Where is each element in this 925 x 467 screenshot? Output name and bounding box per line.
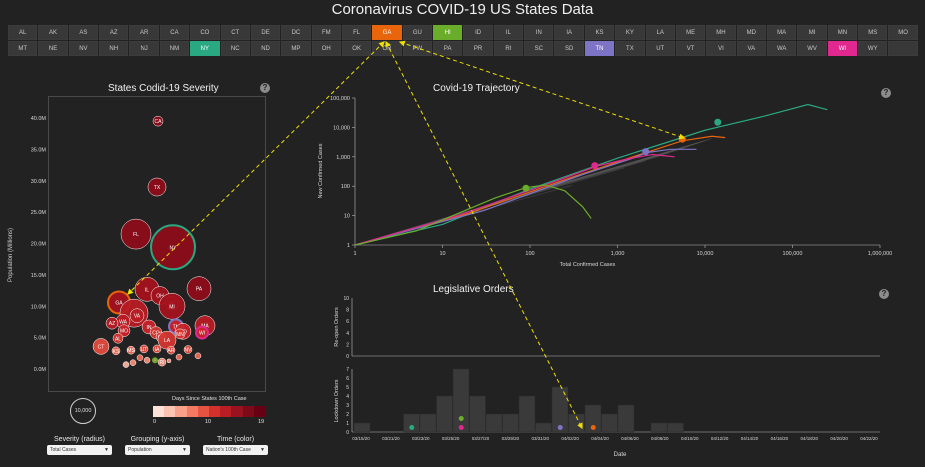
lockdown-bar [668, 423, 684, 432]
lockdown-bar [420, 414, 436, 432]
lockdown-bar [470, 396, 486, 432]
reopen-y-tick: 8 [346, 308, 349, 314]
reopen-y-tick: 0 [346, 354, 349, 360]
legislative-x-tick: 04/22/20 [860, 436, 878, 441]
lockdown-bar [569, 414, 585, 432]
legislative-x-tick: 03/31/20 [532, 436, 550, 441]
reopen-ylabel: Re-open Orders [334, 307, 340, 347]
lockdown-y-tick: 4 [346, 394, 349, 400]
legislative-x-tick: 04/18/20 [800, 436, 818, 441]
legislative-x-tick: 03/29/20 [502, 436, 520, 441]
lockdown-bar [503, 414, 519, 432]
legislative-x-tick: 03/23/20 [412, 436, 430, 441]
legislative-x-tick: 03/15/20 [352, 436, 370, 441]
legislative-xlabel: Date [614, 452, 627, 458]
reopen-y-tick: 2 [346, 342, 349, 348]
lockdown-y-tick: 0 [346, 430, 349, 436]
legislative-x-tick: 03/25/20 [442, 436, 460, 441]
lockdown-bar [437, 396, 453, 432]
lockdown-bar [602, 414, 618, 432]
lockdown-bar [453, 369, 469, 432]
lockdown-bar [651, 423, 667, 432]
legislative-x-tick: 04/02/20 [561, 436, 579, 441]
legislative-x-tick: 04/12/20 [711, 436, 729, 441]
legislative-x-tick: 04/04/20 [591, 436, 609, 441]
reopen-y-tick: 10 [343, 296, 349, 302]
lockdown-bar [486, 414, 502, 432]
legislative-x-tick: 04/16/20 [771, 436, 789, 441]
reopen-y-tick: 6 [346, 319, 349, 325]
lockdown-y-tick: 2 [346, 412, 349, 418]
lockdown-y-tick: 7 [346, 367, 349, 373]
legislative-x-tick: 04/06/20 [621, 436, 639, 441]
legislative-marker [409, 425, 414, 430]
legislative-x-tick: 04/08/20 [651, 436, 669, 441]
lockdown-y-tick: 3 [346, 403, 349, 409]
reopen-y-tick: 4 [346, 331, 349, 337]
lockdown-y-tick: 5 [346, 385, 349, 391]
legislative-x-tick: 03/27/20 [472, 436, 490, 441]
legislative-marker [459, 416, 464, 421]
lockdown-ylabel: Lockdown Orders [334, 379, 340, 422]
legislative-x-tick: 04/20/20 [830, 436, 848, 441]
lockdown-bar [618, 405, 634, 432]
lockdown-bar [354, 423, 370, 432]
legislative-marker [558, 425, 563, 430]
lockdown-y-tick: 6 [346, 376, 349, 382]
legislative-x-tick: 04/14/20 [741, 436, 759, 441]
legislative-marker [459, 425, 464, 430]
lockdown-bar [519, 396, 535, 432]
lockdown-y-tick: 1 [346, 421, 349, 427]
legislative-marker [591, 425, 596, 430]
legislative-x-tick: 03/21/20 [382, 436, 400, 441]
lockdown-bar [536, 423, 552, 432]
legislative-x-tick: 04/10/20 [681, 436, 699, 441]
